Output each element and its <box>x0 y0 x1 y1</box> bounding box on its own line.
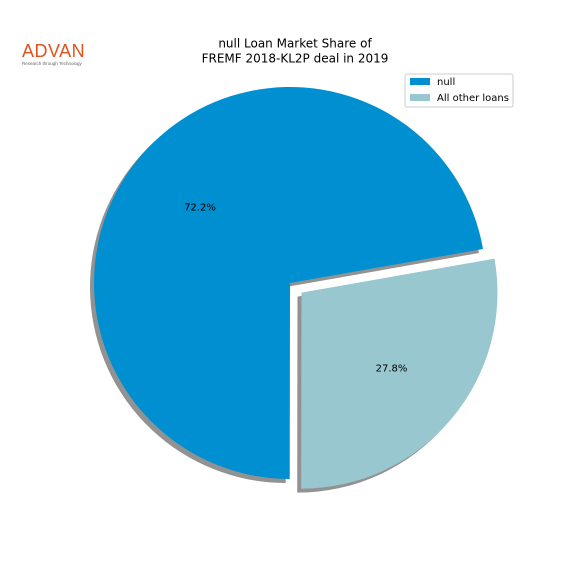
legend-label: All other loans <box>437 93 509 104</box>
legend-swatch <box>410 78 430 85</box>
chart-title: null Loan Market Share of <box>218 37 372 51</box>
slices: 72.2% 27.8% <box>93 86 498 489</box>
chart-title: FREMF 2018-KL2P deal in 2019 <box>202 52 389 66</box>
logo-tagline: Research through Technology <box>22 61 82 66</box>
slice-label: 27.8% <box>376 363 408 374</box>
logo-text: ADVAN <box>22 41 85 61</box>
legend-frame <box>404 73 514 108</box>
legend: null All other loans <box>404 73 514 108</box>
legend-label: null <box>437 77 455 88</box>
legend-swatch <box>410 94 430 101</box>
slice <box>301 258 498 489</box>
slice-label: 72.2% <box>184 202 216 213</box>
slice <box>93 86 484 479</box>
